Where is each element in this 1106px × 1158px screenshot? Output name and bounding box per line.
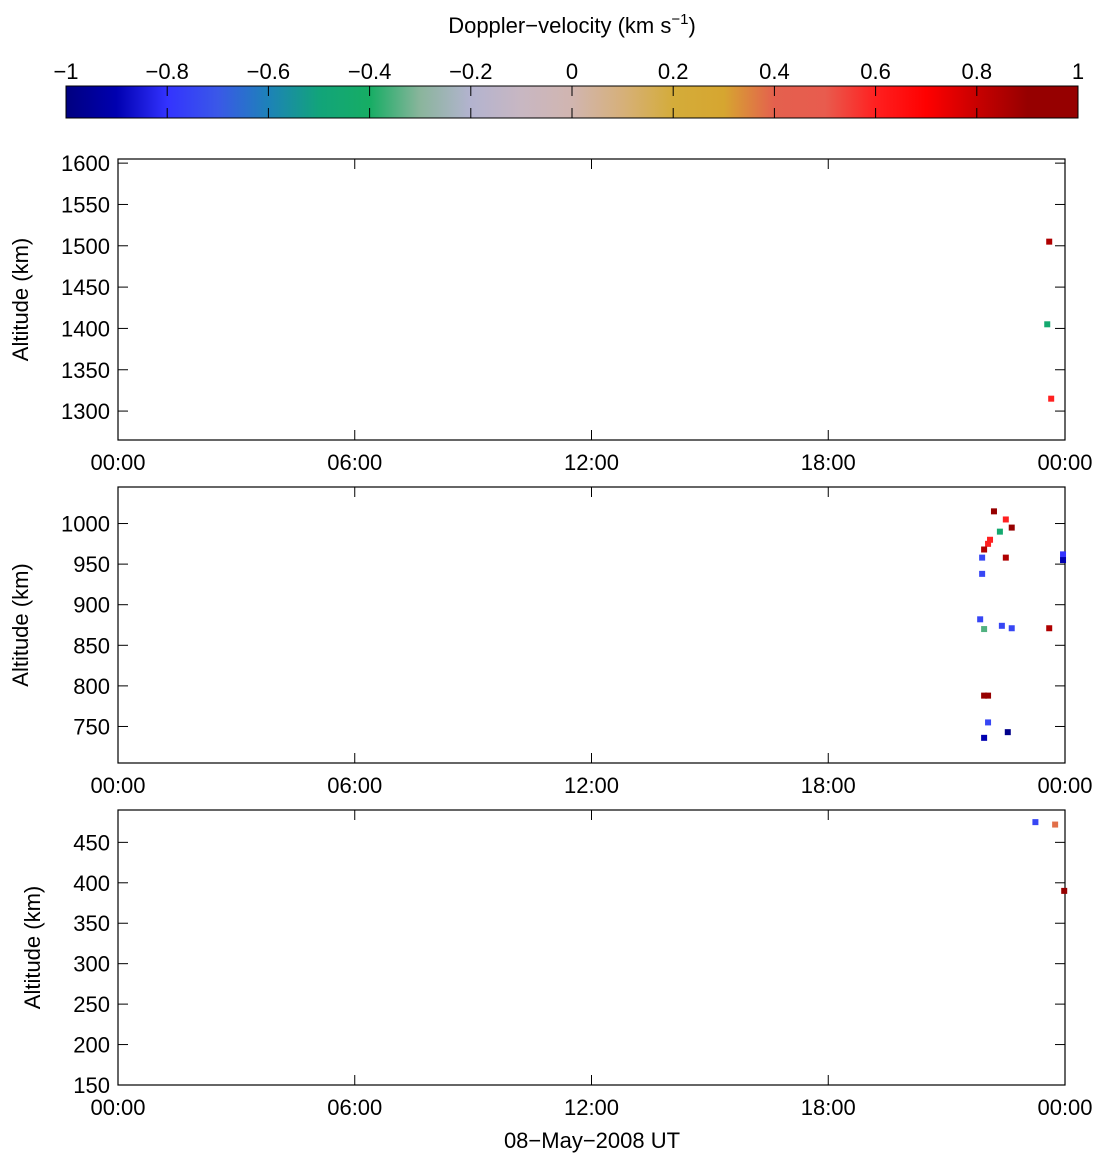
panel-bottom: 00:00 06:00 12:00 18:00 00:00150200250300350… <box>20 809 1093 1120</box>
data-point <box>1004 729 1011 736</box>
data-point <box>985 540 992 547</box>
data-point <box>998 622 1005 629</box>
x-axis-label: 08−May−2008 UT <box>504 1128 680 1153</box>
y-tick-label: 250 <box>73 992 110 1017</box>
plot-frame <box>117 486 1066 764</box>
x-tick-label: 12:00 <box>564 1095 619 1120</box>
y-tick-label: 1300 <box>61 399 110 424</box>
y-tick-label: 800 <box>73 674 110 699</box>
x-tick-label: 18:00 <box>801 1095 856 1120</box>
plot-frame <box>117 809 1066 1086</box>
colorbar-tick-label: 1 <box>1072 59 1084 84</box>
y-tick-label: 1450 <box>61 275 110 300</box>
y-tick-label: 350 <box>73 911 110 936</box>
colorbar-tick-label: −0.2 <box>449 59 492 84</box>
data-point <box>1008 625 1015 632</box>
x-tick-label: 06:00 <box>327 450 382 475</box>
data-point <box>985 719 992 726</box>
data-point <box>1052 821 1059 828</box>
colorbar-tick-labels: −1 −0.8 −0.6 −0.4 −0.2 0 0.2 0.4 0.6 0.8 1 <box>53 59 1084 84</box>
y-tick-label: 950 <box>73 552 110 577</box>
y-tick-label: 450 <box>73 830 110 855</box>
y-tick-label: 1350 <box>61 358 110 383</box>
x-tick-label: 12:00 <box>564 450 619 475</box>
colorbar-tick-label: 0.2 <box>658 59 689 84</box>
plot-frame <box>117 158 1066 441</box>
y-tick-label: 1400 <box>61 316 110 341</box>
data-point <box>979 554 986 561</box>
colorbar-tick-label: −1 <box>53 59 78 84</box>
data-point <box>1008 524 1015 531</box>
y-axis-label: Altitude (km) <box>8 563 33 686</box>
colorbar-tick-label: −0.6 <box>247 59 290 84</box>
data-point <box>1046 625 1053 632</box>
colorbar-title: Doppler−velocity (km s−1) <box>448 11 696 38</box>
data-point <box>987 536 994 543</box>
y-tick-label: 1600 <box>61 151 110 176</box>
colorbar-tick-label: 0.4 <box>759 59 790 84</box>
data-point <box>985 692 992 699</box>
panel-middle: 00:00 06:00 12:00 18:00 00:00 750 800 850 900 950… <box>8 486 1093 798</box>
y-axis-label: Altitude (km) <box>8 238 33 361</box>
colorbar-ticks <box>65 86 1079 118</box>
colorbar-tick-label: −0.4 <box>348 59 391 84</box>
y-tick-label: 400 <box>73 871 110 896</box>
y-tick-label: 300 <box>73 952 110 977</box>
data-point <box>996 528 1003 535</box>
data-point <box>1061 887 1068 894</box>
y-tick-label: 750 <box>73 714 110 739</box>
data-point <box>1032 819 1039 826</box>
y-tick-label: 850 <box>73 633 110 658</box>
x-tick-label: 18:00 <box>801 773 856 798</box>
y-tick-label: 1500 <box>61 234 110 259</box>
x-tick-label: 12:00 <box>564 773 619 798</box>
data-point <box>979 570 986 577</box>
data-point <box>981 546 988 553</box>
data-point <box>1060 551 1067 558</box>
data-point <box>981 734 988 741</box>
data-point <box>1048 395 1055 402</box>
data-point <box>1046 238 1053 245</box>
x-tick-label: 18:00 <box>801 450 856 475</box>
x-tick-label: 06:00 <box>327 1095 382 1120</box>
colorbar-tick-label: 0 <box>566 59 578 84</box>
y-tick-label: 1000 <box>61 512 110 537</box>
y-tick-label: 900 <box>73 593 110 618</box>
colorbar: Doppler−velocity (km s−1) −1 −0.8 −0.6 −0.4… <box>53 11 1084 119</box>
x-tick-label: 00:00 <box>90 450 145 475</box>
data-point <box>1002 516 1009 523</box>
y-tick-label: 150 <box>73 1073 110 1098</box>
data-point <box>977 616 984 623</box>
data-point <box>1060 557 1067 564</box>
y-tick-label: 200 <box>73 1033 110 1058</box>
y-tick-label: 1550 <box>61 192 110 217</box>
x-tick-label: 00:00 <box>90 1095 145 1120</box>
x-tick-label: 00:00 <box>1037 450 1092 475</box>
data-point <box>981 626 988 633</box>
data-point <box>990 508 997 515</box>
colorbar-tick-label: −0.8 <box>145 59 188 84</box>
x-tick-label: 06:00 <box>327 773 382 798</box>
colorbar-tick-label: 0.6 <box>860 59 891 84</box>
x-tick-label: 00:00 <box>90 773 145 798</box>
data-point <box>1002 554 1009 561</box>
colorbar-tick-label: 0.8 <box>962 59 993 84</box>
data-point <box>981 692 988 699</box>
x-tick-label: 00:00 <box>1037 1095 1092 1120</box>
panel-top: 00:00 06:00 12:00 18:00 00:00 1300 1350 1400 145… <box>8 151 1093 475</box>
data-point <box>1044 321 1051 328</box>
y-axis-label: Altitude (km) <box>20 886 45 1009</box>
x-tick-label: 00:00 <box>1037 773 1092 798</box>
